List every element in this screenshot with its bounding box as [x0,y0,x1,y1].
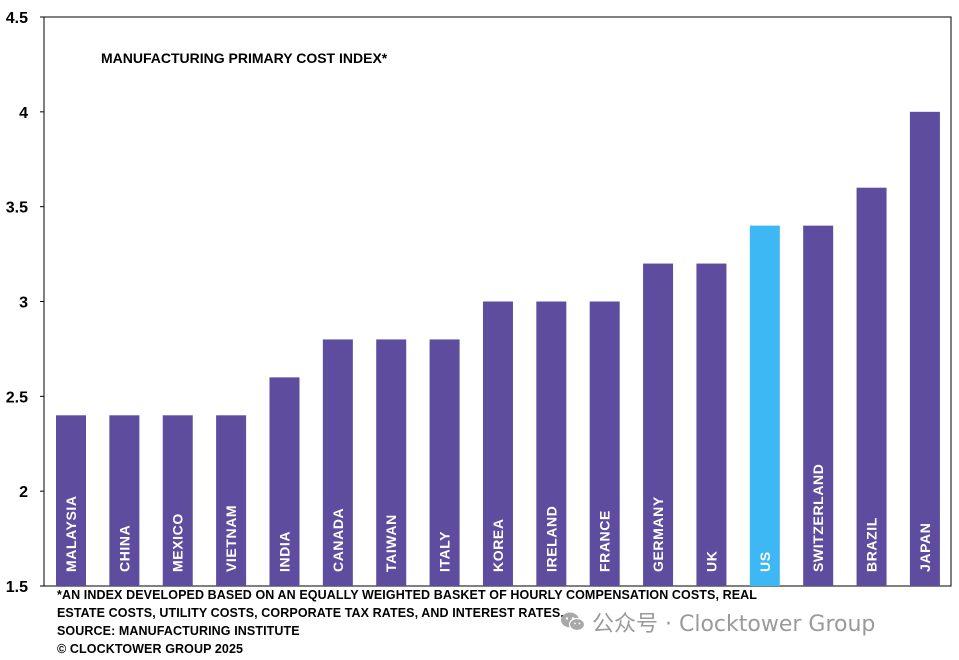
bar-japan [909,111,940,586]
bar-taiwan [376,339,407,586]
category-label-ireland: IRELAND [543,506,559,572]
category-label-france: FRANCE [597,510,613,572]
watermark: 公众号 · Clocktower Group [560,607,875,637]
bar-canada [322,339,353,586]
bars: MALAYSIA CHINA MEXICO VIETNAM INDIA CANADA TAI… [56,111,940,586]
category-label-us: US [757,551,773,572]
category-label-korea: KOREA [490,518,506,572]
bar-france [589,301,620,586]
category-label-italy: ITALY [437,531,453,572]
wechat-icon [561,612,586,632]
source-note: SOURCE: MANUFACTURING INSTITUTE [57,624,300,638]
bar-malaysia [56,415,86,586]
bar-us [749,225,780,586]
y-tick-label: 1.5 [6,579,28,596]
bar-korea [482,301,513,586]
footnote: *AN INDEX DEVELOPED BASED ON AN EQUALLY … [57,586,757,658]
bar-italy [429,339,460,586]
bar-brazil [856,187,887,586]
category-label-switzerland: SWITZERLAND [810,464,826,572]
footnote-line-2: ESTATE COSTS, UTILITY COSTS, CORPORATE T… [57,606,564,620]
category-label-taiwan: TAIWAN [383,514,399,572]
bar-uk [696,263,727,586]
copyright-note: © CLOCKTOWER GROUP 2025 [57,642,244,656]
category-label-mexico: MEXICO [170,513,186,572]
category-label-uk: UK [703,551,719,572]
bar-china [109,415,140,586]
watermark-text: 公众号 · Clocktower Group [592,612,876,637]
category-label-canada: CANADA [330,508,346,572]
bar-switzerland [803,225,834,586]
y-tick-label: 2.5 [6,389,28,406]
category-label-china: CHINA [116,525,132,572]
bar-mexico [162,415,193,586]
category-label-malaysia: MALAYSIA [63,495,79,572]
category-label-india: INDIA [276,531,292,572]
y-tick-label: 2 [19,484,28,501]
y-axis: 1.5 2 2.5 3 3.5 4 4.5 [6,10,44,596]
y-tick-label: 4.5 [6,10,28,27]
category-label-japan: JAPAN [917,523,933,572]
footnote-line-1: *AN INDEX DEVELOPED BASED ON AN EQUALLY … [57,588,758,602]
y-tick-label: 3.5 [6,200,28,217]
y-tick-label: 4 [19,105,28,122]
category-label-vietnam: VIETNAM [223,505,239,572]
chart-title: MANUFACTURING PRIMARY COST INDEX* [101,50,388,66]
category-label-germany: GERMANY [650,496,666,572]
bar-germany [643,263,674,586]
category-label-brazil: BRAZIL [864,517,880,572]
bar-ireland [536,301,567,586]
bar-india [269,377,300,586]
bar-vietnam [216,415,247,586]
y-tick-label: 3 [19,295,28,312]
